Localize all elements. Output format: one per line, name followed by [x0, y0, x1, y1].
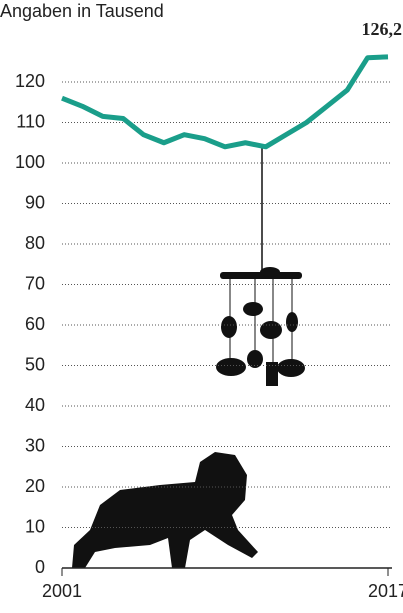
- y-tick-label: 100: [15, 152, 45, 172]
- y-tick-label: 120: [15, 71, 45, 91]
- y-tick-label: 30: [25, 435, 45, 455]
- y-tick-label: 10: [25, 516, 45, 536]
- y-tick-label: 70: [25, 273, 45, 293]
- y-tick-label: 20: [25, 476, 45, 496]
- chart-subtitle: Angaben in Tausend: [0, 1, 164, 21]
- x-tick-label: 2001: [42, 581, 82, 601]
- y-tick-label: 50: [25, 354, 45, 374]
- plot: 0 10 20 30 40 50 60 70 80 90 100 110 120 2001 2017 126,…: [15, 19, 403, 601]
- x-tick-label: 2017: [368, 581, 403, 601]
- data-line: [61, 54, 389, 150]
- y-tick-label: 80: [25, 233, 45, 253]
- y-tick-label: 110: [16, 111, 45, 131]
- y-tick-label: 60: [25, 314, 45, 334]
- y-tick-label: 40: [25, 395, 45, 415]
- y-tick-label: 90: [25, 192, 45, 212]
- y-tick-label: 0: [35, 557, 45, 577]
- mobile-illustration: [216, 148, 305, 386]
- value-label: 126,2: [362, 19, 403, 39]
- baby-illustration: [72, 452, 258, 568]
